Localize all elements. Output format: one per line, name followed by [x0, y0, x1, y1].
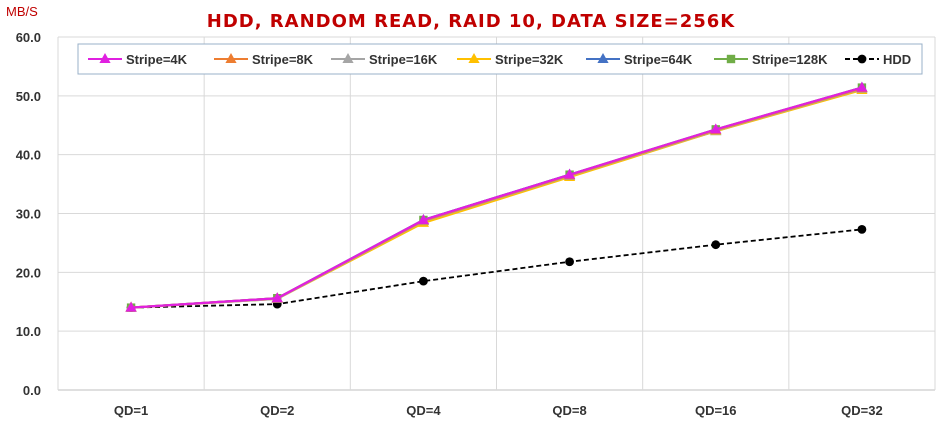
legend-item: Stripe=8K — [214, 52, 314, 67]
legend-label: Stripe=64K — [624, 52, 693, 67]
y-axis-ticks: 0.0 10.0 20.0 30.0 40.0 50.0 60.0 — [16, 30, 41, 398]
grid — [57, 36, 936, 391]
series-line — [131, 228, 863, 309]
x-tick-label: QD=16 — [695, 403, 737, 418]
x-tick-label: QD=4 — [406, 403, 441, 418]
y-axis-unit: MB/S — [6, 4, 38, 19]
series-group — [125, 81, 868, 313]
legend-item: Stripe=16K — [331, 52, 438, 67]
data-point — [419, 276, 428, 286]
legend-marker — [342, 53, 354, 63]
y-tick-label: 40.0 — [16, 148, 41, 163]
legend-marker — [468, 53, 480, 63]
y-tick-label: 0.0 — [23, 383, 41, 398]
x-tick-label: QD=2 — [260, 403, 294, 418]
legend-item: HDD — [845, 52, 911, 67]
data-point — [857, 224, 867, 234]
series-line — [131, 86, 863, 309]
legend-item: Stripe=64K — [586, 52, 693, 67]
data-point — [565, 257, 574, 267]
legend-label: Stripe=32K — [495, 52, 564, 67]
x-tick-label: QD=32 — [841, 403, 883, 418]
data-point — [125, 301, 137, 312]
x-tick-label: QD=1 — [114, 403, 148, 418]
data-point — [711, 240, 721, 250]
data-point — [710, 123, 722, 134]
data-point — [856, 81, 868, 92]
legend-item: Stripe=4K — [88, 52, 188, 67]
legend-marker — [726, 54, 736, 64]
chart-title: HDD, RANDOM READ, RAID 10, DATA SIZE=256… — [207, 11, 736, 32]
legend-label: Stripe=16K — [369, 52, 438, 67]
y-tick-label: 20.0 — [16, 265, 41, 280]
y-tick-label: 30.0 — [16, 207, 41, 222]
data-point — [563, 168, 576, 179]
series-stripe-4k — [125, 81, 868, 312]
legend-item: Stripe=32K — [457, 52, 564, 67]
legend-marker — [597, 53, 609, 63]
x-axis-ticks: QD=1 QD=2 QD=4 QD=8 QD=16 QD=32 — [114, 403, 883, 418]
legend-label: HDD — [883, 52, 911, 67]
y-tick-label: 60.0 — [16, 30, 41, 45]
y-tick-label: 50.0 — [16, 89, 41, 104]
legend-label: Stripe=4K — [126, 52, 188, 67]
y-tick-label: 10.0 — [16, 324, 41, 339]
legend-marker — [99, 53, 111, 63]
data-point — [271, 292, 283, 303]
data-point — [417, 213, 430, 224]
x-tick-label: QD=8 — [552, 403, 586, 418]
legend-marker — [225, 53, 237, 63]
legend-label: Stripe=8K — [252, 52, 314, 67]
legend-marker — [857, 54, 867, 64]
legend: Stripe=4K Stripe=8K Stripe=16K Stripe=32K St… — [77, 43, 923, 75]
legend-item: Stripe=128K — [714, 52, 828, 67]
legend-label: Stripe=128K — [752, 52, 828, 67]
